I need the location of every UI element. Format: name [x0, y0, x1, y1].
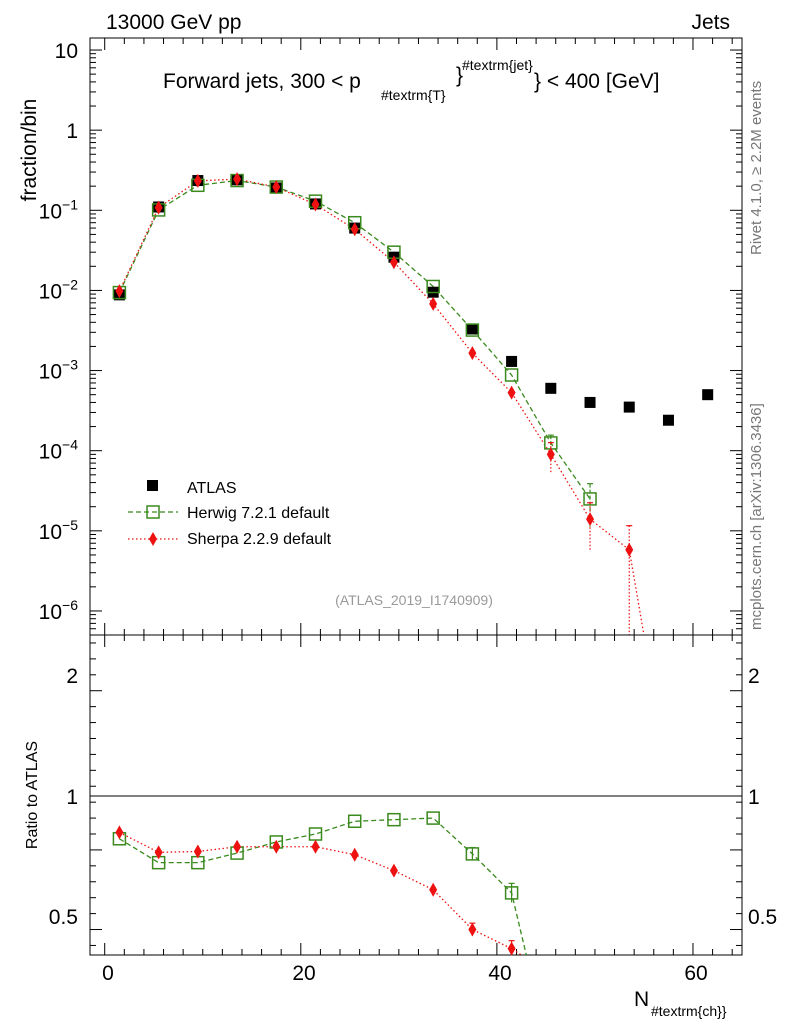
main-ytick-label: 10−2 — [39, 276, 79, 303]
sherpa-point — [193, 173, 202, 188]
herwig-point — [504, 368, 519, 382]
sherpa-point — [311, 197, 320, 212]
legend-label-atlas: ATLAS — [187, 480, 237, 497]
main-ytick-label: 1 — [66, 120, 78, 143]
ratio-ytick-label-2-left: 2 — [66, 665, 78, 688]
side-label-mcplots: mcplots.cern.ch [arXiv:1306.3436] — [748, 403, 765, 630]
atlas-point — [702, 389, 714, 401]
xtick-label-60: 60 — [684, 962, 707, 985]
ratio-ytick-label-0.5-right: 0.5 — [748, 906, 777, 929]
sherpa-point — [507, 385, 516, 400]
sherpa-point — [546, 447, 555, 462]
xtick-label-0: 0 — [102, 962, 114, 985]
atlas-point — [466, 323, 478, 335]
ratio-ticks — [90, 635, 742, 955]
legend-marker-atlas — [147, 480, 158, 491]
main-ytick-label: 10−6 — [39, 597, 79, 624]
xlabel-main: N — [634, 988, 649, 1011]
ratio-panel: 0.5 1 2 0.5 1 2 Ratio to ATLAS 0 20 40 6… — [24, 634, 777, 1019]
title-sup: #textrm{jet} — [462, 57, 533, 73]
herwig-point — [465, 323, 480, 337]
title-tail: } < 400 [GeV] — [534, 70, 660, 93]
ratio-sherpa-point — [311, 839, 320, 854]
title-main: Forward jets, 300 < p — [163, 70, 361, 93]
main-ylabel: fraction/bin — [18, 99, 41, 202]
header-right: Jets — [691, 11, 730, 34]
xlabel-sub: #textrm{ch}} — [651, 1003, 727, 1019]
ratio-sherpa-point — [507, 941, 516, 956]
ratio-herwig-point — [504, 886, 519, 900]
main-ytick-label: 10−1 — [39, 196, 79, 223]
side-label-rivet: Rivet 4.1.0, ≥ 2.2M events — [748, 81, 765, 255]
ratio-herwig-point — [426, 811, 440, 825]
ratio-ytick-label-0.5-left: 0.5 — [49, 906, 78, 929]
ratio-ylabel: Ratio to ATLAS — [24, 741, 41, 849]
ratio-sherpa-line — [119, 831, 522, 956]
header-left: 13000 GeV pp — [106, 11, 241, 34]
ratio-sherpa-point — [154, 845, 163, 860]
ratio-herwig-line — [119, 817, 527, 956]
herwig-point — [426, 279, 440, 294]
title-sub: #textrm{T} — [381, 87, 446, 103]
legend-label-sherpa: Sherpa 2.2.9 default — [187, 531, 332, 548]
sherpa-point — [586, 512, 595, 527]
atlas-point — [506, 355, 518, 367]
ratio-sherpa-point — [272, 839, 281, 854]
ratio-sherpa-point — [233, 839, 242, 854]
ratio-sherpa-point — [193, 844, 202, 859]
sherpa-point — [625, 542, 634, 557]
legend-marker-sherpa — [149, 532, 157, 546]
atlas-point — [545, 382, 557, 394]
sherpa-point — [389, 255, 398, 270]
ratio-sherpa-point — [389, 863, 398, 878]
main-ytick-label: 10−5 — [39, 517, 79, 544]
sherpa-point — [429, 296, 438, 311]
main-series — [112, 172, 714, 636]
atlas-point — [623, 401, 635, 413]
sherpa-point — [115, 284, 124, 299]
herwig-point — [583, 492, 597, 506]
main-ticks — [90, 38, 742, 635]
main-y-tick-labels: 10 1 10−1 10−2 10−3 10−4 10−5 10−6 — [39, 40, 79, 624]
legend-label-herwig: Herwig 7.2.1 default — [187, 505, 330, 522]
main-title: Forward jets, 300 < p #textrm{T} } #text… — [163, 57, 660, 103]
sherpa-point — [233, 172, 242, 187]
legend: ATLAS Herwig 7.2.1 default Sherpa 2.2.9 … — [128, 480, 332, 548]
sherpa-point — [272, 180, 281, 195]
sherpa-point — [350, 222, 359, 237]
ratio-herwig-point — [308, 827, 323, 841]
ratio-frame — [89, 634, 743, 956]
ratio-series — [112, 811, 527, 956]
main-ytick-label: 10 — [55, 40, 78, 63]
ratio-ytick-label-1-right: 1 — [748, 786, 760, 809]
xtick-label-40: 40 — [488, 962, 511, 985]
ratio-herwig-point — [347, 814, 362, 829]
xtick-label-20: 20 — [292, 962, 315, 985]
ratio-ytick-label-1-left: 1 — [66, 786, 78, 809]
ratio-sherpa-point — [429, 882, 438, 897]
ratio-herwig-point — [387, 812, 401, 827]
sherpa-line — [118, 178, 645, 636]
watermark: (ATLAS_2019_I1740909) — [335, 592, 493, 608]
sherpa-point — [468, 346, 477, 361]
ratio-sherpa-point — [350, 847, 359, 862]
ratio-sherpa-point — [115, 825, 124, 840]
main-ytick-label: 10−3 — [39, 357, 79, 384]
ratio-herwig-point — [465, 847, 480, 861]
sherpa-point — [154, 200, 163, 215]
legend-marker-herwig — [146, 505, 160, 519]
main-panel: 10 1 10−1 10−2 10−3 10−4 10−5 10−6 fraction/bin… — [18, 37, 743, 636]
main-ytick-label: 10−4 — [39, 437, 79, 464]
title-brace: } — [456, 64, 463, 87]
ratio-sherpa-point — [468, 922, 477, 937]
atlas-point — [584, 396, 596, 408]
atlas-point — [662, 414, 674, 426]
ratio-ytick-label-2-right: 2 — [748, 665, 760, 688]
